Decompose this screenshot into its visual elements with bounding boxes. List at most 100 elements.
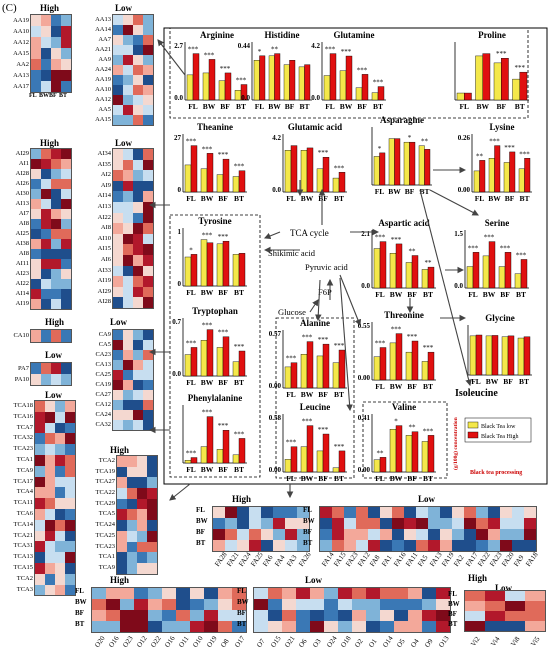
- heatmap-cell: [133, 149, 143, 160]
- heatmap-cell: [113, 340, 123, 350]
- chart-bar: [322, 343, 330, 389]
- heatmap-cell: [51, 59, 61, 70]
- chart-significance-label: ***: [318, 149, 329, 157]
- heatmap-cell: [143, 65, 153, 75]
- heatmap-tca-high-row-labels: TCA2 TCA19 TCA27 TCA22 TCA29 TCA5 TCA24 TCA25 TC…: [82, 456, 116, 574]
- heatmap-cell: [268, 610, 282, 621]
- heatmap-row-label: PA7: [18, 365, 29, 372]
- heatmap-cell: [55, 541, 65, 553]
- heatmap-cell: [123, 170, 133, 181]
- chart-significance-label: ***: [218, 422, 229, 430]
- dashed-box-top-group: [169, 27, 529, 119]
- heatmap-cell: [436, 621, 450, 632]
- heatmap-cell: [268, 588, 282, 599]
- heatmap-cell: [133, 85, 143, 95]
- heatmap-cell: [55, 454, 65, 466]
- chart-title: Glutamine: [333, 30, 374, 40]
- o-low-header: Low: [305, 575, 323, 585]
- chart-bar: [290, 446, 298, 473]
- chart-bar: [322, 433, 330, 473]
- heatmap-cell: [133, 191, 143, 202]
- heatmap-cell: [133, 212, 143, 224]
- heatmap-cell: [31, 81, 41, 92]
- heatmap-cell: [440, 518, 452, 529]
- heatmap-cell: [113, 244, 123, 255]
- heatmap-cell: [297, 529, 309, 540]
- chart-bar: [427, 266, 435, 289]
- heatmap-cell: [35, 508, 45, 520]
- heatmap-cell: [147, 562, 157, 574]
- heatmap-cell: [117, 456, 127, 467]
- heatmap-row-label: TCA9: [98, 563, 115, 571]
- heatmap-cell: [137, 552, 147, 563]
- heatmap-condition-label: BT: [237, 620, 247, 628]
- chart-bar: [300, 354, 308, 389]
- chart-significance-label: *: [258, 48, 262, 56]
- heatmap-row-label: TCA32: [13, 434, 34, 442]
- heatmap-cell: [137, 520, 147, 531]
- chart-y-min-label: 0.0: [454, 282, 463, 290]
- heatmap-cell: [127, 477, 137, 489]
- heatmap-cell: [143, 410, 153, 420]
- chart-category-label: BF: [407, 382, 417, 391]
- chart-significance-label: ***: [204, 51, 215, 59]
- chart-bar: [394, 138, 401, 186]
- heatmap-cell: [31, 239, 41, 249]
- chart-significance-label: ***: [515, 64, 526, 72]
- chart-category-label: BT: [299, 102, 309, 111]
- heatmap-cell: [380, 507, 392, 518]
- chart-bar: [466, 266, 474, 289]
- heatmap-cell: [237, 518, 249, 529]
- chart-category-label: BT: [234, 288, 244, 297]
- heatmap-cell: [143, 400, 153, 410]
- heatmap-row-label: TCA29: [95, 499, 116, 507]
- chart-bar: [283, 64, 290, 101]
- heatmap-cell: [176, 588, 190, 599]
- heatmap-cell: [127, 498, 137, 510]
- heatmap-cell: [123, 55, 133, 65]
- chart-y-max-label: 4.2: [311, 42, 320, 50]
- heatmap-cell: [282, 588, 296, 599]
- heatmap-condition-label: BF: [448, 610, 457, 618]
- chart-bar: [268, 55, 275, 101]
- heatmap-cell: [344, 529, 356, 540]
- chart-significance-label: ***: [489, 138, 500, 146]
- heatmap-condition-label: FL: [75, 587, 84, 595]
- chart-bar: [469, 335, 477, 376]
- heatmap-condition-label: BW: [303, 517, 315, 525]
- chart-bar: [184, 354, 192, 377]
- heatmap-cell: [366, 610, 380, 621]
- chart-category-label: FL: [475, 194, 485, 203]
- heatmap-cell: [117, 552, 127, 563]
- heatmap-row-label: TCA9: [16, 466, 33, 474]
- heatmap-condition-label: BW: [237, 598, 249, 606]
- heatmap-cell: [51, 26, 61, 37]
- heatmap-row-label: AI13: [97, 202, 111, 210]
- heatmap-cell: [133, 400, 143, 410]
- chart-significance-label: ***: [236, 77, 247, 85]
- heatmap-cell: [143, 390, 153, 400]
- heatmap-cell: [41, 289, 51, 299]
- chart-significance-label: ***: [423, 344, 434, 352]
- heatmap-cell: [31, 48, 41, 59]
- heatmap-cell: [422, 621, 436, 632]
- heatmap-cell: [249, 518, 261, 529]
- chart-category-label: FL: [186, 378, 196, 387]
- heatmap-cell: [143, 35, 153, 45]
- heatmap-condition-label: BF: [196, 528, 205, 536]
- heatmap-cell: [123, 201, 133, 213]
- heatmap-row-label: AI9: [100, 181, 111, 189]
- chart-bar: [332, 362, 340, 389]
- chart-y-min-label: 0: [178, 186, 182, 194]
- heatmap-cell: [31, 279, 41, 289]
- heatmap-cell: [31, 37, 41, 48]
- chart-y-max-label: 0.55: [358, 322, 371, 330]
- heatmap-cell: [61, 330, 71, 342]
- chart-significance-label: ***: [188, 46, 199, 54]
- heatmap-row-label: TCA21: [13, 531, 34, 539]
- heatmap-row-label: AI28: [15, 170, 29, 177]
- heatmap-cell: [422, 599, 436, 610]
- chart-significance-label: ***: [391, 326, 402, 334]
- heatmap-cell: [273, 540, 285, 551]
- heatmap-cell: [310, 610, 324, 621]
